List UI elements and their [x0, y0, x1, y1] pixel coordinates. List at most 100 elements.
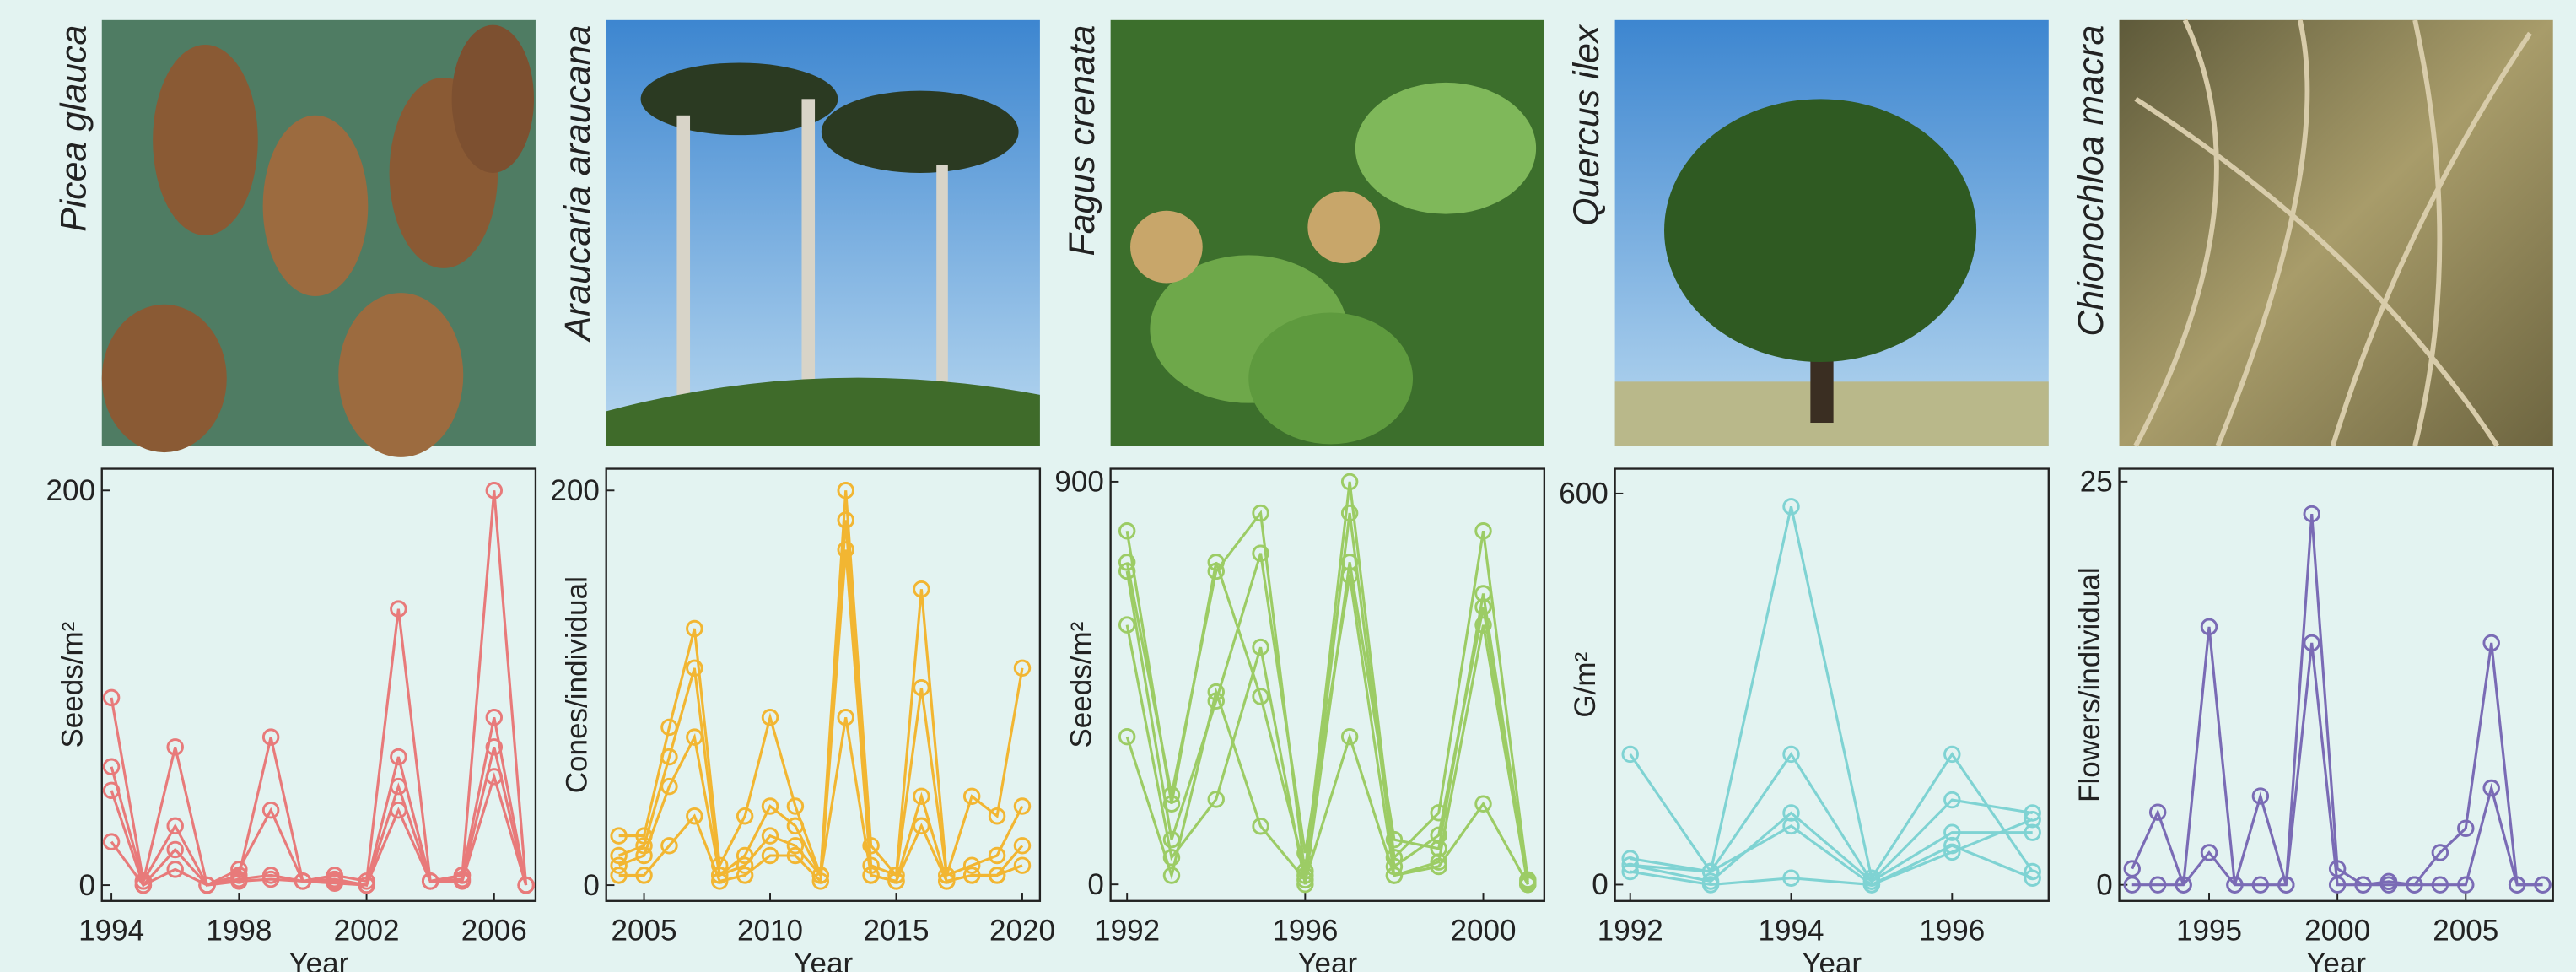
y-tick-label: 200: [550, 474, 599, 507]
data-point: [962, 787, 981, 806]
data-point: [166, 817, 184, 835]
data-point: [610, 827, 628, 845]
data-point: [887, 867, 905, 884]
data-point: [2175, 876, 2192, 894]
data-point: [2379, 876, 2398, 894]
photo-fagus: [1110, 19, 1544, 446]
data-point: [610, 867, 628, 884]
data-point: [261, 728, 280, 746]
data-point: [1474, 616, 1492, 634]
data-point: [1118, 616, 1136, 634]
x-tick-label: 1998: [206, 915, 272, 948]
data-point: [1474, 795, 1492, 813]
data-point: [962, 856, 981, 874]
plot-frame: [605, 467, 1042, 902]
data-point: [761, 846, 779, 865]
data-point: [485, 768, 504, 786]
data-point: [2024, 862, 2041, 881]
x-tick-label: 2000: [1451, 915, 1517, 948]
data-point: [1252, 638, 1269, 656]
data-point: [2303, 505, 2320, 523]
data-point: [2406, 876, 2423, 894]
data-point: [261, 870, 280, 888]
data-point: [1340, 504, 1359, 522]
y-axis-label: Seeds/m²: [1064, 622, 1097, 748]
series-line: [1630, 752, 2033, 884]
data-point: [2123, 876, 2141, 894]
data-point: [660, 837, 678, 855]
data-point: [1296, 871, 1314, 889]
y-axis-label: Seeds/m²: [56, 622, 89, 748]
data-point: [837, 482, 854, 500]
y-axis-label: G/m²: [1569, 652, 1602, 718]
data-point: [1252, 544, 1269, 562]
y-tick-label: 25: [2080, 466, 2113, 499]
data-point: [1782, 869, 1800, 887]
y-axis-label: Flowers/individual: [2073, 567, 2106, 802]
series-line: [1630, 824, 2034, 887]
data-point: [913, 817, 930, 835]
x-tick-label: 1994: [78, 915, 144, 948]
data-point: [635, 867, 653, 884]
data-point: [837, 541, 854, 559]
data-point: [761, 709, 779, 726]
photo-picea: [101, 19, 536, 457]
x-tick-label: 2002: [334, 915, 400, 948]
x-tick-label: 2006: [461, 915, 527, 948]
data-point: [1943, 791, 1961, 809]
y-tick-label: 0: [583, 869, 600, 902]
series-line: [618, 520, 1024, 881]
data-point: [686, 807, 703, 825]
data-point: [837, 511, 854, 529]
data-point: [2251, 876, 2270, 894]
series-line: [618, 549, 1023, 884]
y-tick-label: 0: [1592, 868, 1608, 901]
x-tick-label: 1992: [1094, 915, 1160, 948]
x-tick-label: 2005: [2433, 915, 2498, 948]
data-point: [786, 837, 805, 855]
y-tick-label: 0: [78, 869, 95, 902]
series-line: [1125, 562, 1529, 885]
photo-quercus: [1614, 19, 2049, 446]
y-tick-label: 0: [2096, 868, 2113, 901]
data-point: [1519, 875, 1537, 894]
data-point: [1207, 683, 1225, 701]
data-point: [686, 619, 703, 638]
data-point: [962, 867, 981, 884]
x-tick-label: 1995: [2176, 915, 2242, 948]
data-point: [988, 867, 1006, 884]
plot-frame: [100, 467, 537, 902]
data-point: [2200, 618, 2218, 636]
data-point: [1162, 867, 1181, 884]
data-point: [390, 777, 407, 796]
photo-chionochloa: [2119, 19, 2553, 447]
data-point: [1340, 554, 1359, 571]
data-point: [2354, 876, 2372, 894]
data-point: [1943, 824, 1961, 841]
photo-araucaria: [606, 19, 1040, 446]
data-point: [1385, 830, 1404, 849]
data-point: [358, 876, 375, 894]
data-point: [102, 781, 121, 800]
data-point: [2457, 819, 2475, 838]
data-point: [711, 872, 729, 890]
y-tick-label: 200: [46, 474, 94, 507]
data-point: [2024, 810, 2041, 829]
data-point: [1207, 562, 1225, 580]
data-point: [2226, 876, 2244, 894]
plot-frame: [1109, 467, 1546, 902]
data-point: [2024, 824, 2041, 841]
x-tick-label: 2010: [737, 915, 803, 948]
data-point: [1013, 837, 1032, 855]
data-point: [166, 840, 184, 859]
data-point: [485, 482, 504, 500]
data-point: [390, 748, 407, 766]
x-tick-label: 1992: [1598, 915, 1663, 948]
y-tick-label: 900: [1054, 466, 1103, 499]
data-point: [166, 738, 184, 756]
data-point: [1340, 727, 1359, 746]
data-point: [230, 861, 248, 878]
data-point: [686, 728, 703, 746]
data-point: [166, 861, 184, 878]
